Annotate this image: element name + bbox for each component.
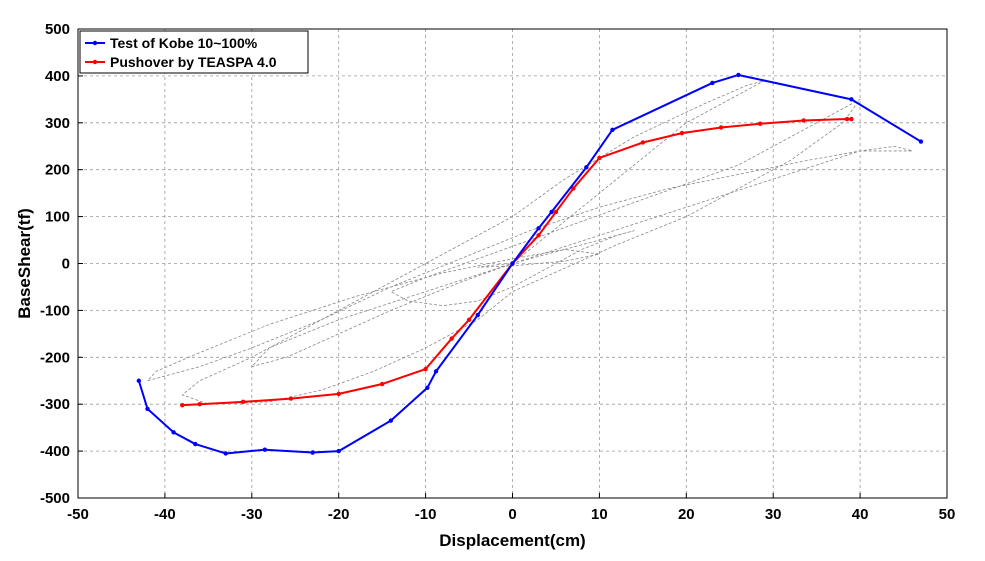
x-tick-label: 40	[852, 506, 869, 523]
data-point	[466, 317, 472, 322]
data-point	[136, 378, 142, 383]
legend-marker-test	[92, 40, 98, 46]
series-layer	[136, 72, 924, 456]
data-point	[449, 336, 454, 341]
data-point	[640, 140, 646, 145]
data-point	[849, 116, 854, 122]
y-tick-label: 0	[62, 256, 70, 273]
legend-marker-pushover	[92, 59, 98, 65]
y-axis-title: BaseShear(tf)	[15, 208, 34, 319]
data-point	[849, 97, 854, 102]
y-tick-label: -200	[40, 349, 70, 366]
data-point	[145, 406, 150, 412]
x-tick-label: 30	[765, 506, 782, 523]
data-point	[571, 186, 576, 191]
data-point	[193, 441, 198, 447]
data-point	[549, 209, 554, 215]
data-point	[918, 139, 924, 144]
series-line-cyclic-response	[147, 80, 913, 405]
data-point	[536, 226, 541, 231]
data-point	[288, 396, 294, 401]
data-point	[171, 430, 176, 435]
data-point	[388, 418, 394, 423]
data-point	[801, 118, 806, 123]
y-tick-label: 100	[45, 209, 70, 226]
data-point	[425, 385, 430, 390]
data-point	[336, 448, 341, 454]
y-tick-label: -500	[40, 490, 70, 507]
x-tick-label: -20	[328, 506, 350, 523]
legend: Test of Kobe 10~100% Pushover by TEASPA …	[79, 30, 309, 74]
data-point	[510, 261, 515, 266]
data-point	[844, 116, 850, 122]
x-tick-label: -40	[154, 506, 176, 523]
x-tick-label: 50	[939, 506, 956, 523]
data-point	[379, 381, 385, 387]
data-point	[610, 127, 615, 133]
x-axis-title: Displacement(cm)	[439, 531, 585, 550]
data-point	[223, 451, 228, 456]
y-tick-label: -400	[40, 443, 70, 460]
x-tick-label: -50	[67, 506, 89, 523]
y-tick-label: 400	[45, 68, 70, 85]
y-tick-label: -100	[40, 302, 70, 319]
data-point	[536, 233, 541, 238]
data-point	[433, 369, 439, 374]
data-point	[310, 450, 315, 455]
data-point	[584, 165, 589, 170]
legend-box	[79, 30, 309, 74]
data-point	[423, 366, 428, 372]
data-point	[553, 209, 559, 215]
x-tick-label: -10	[415, 506, 437, 523]
data-point	[757, 121, 763, 126]
y-tick-label: 500	[45, 21, 70, 38]
data-point	[736, 72, 741, 78]
y-tick-label: 300	[45, 115, 70, 132]
data-point	[597, 155, 602, 161]
data-point	[710, 80, 715, 86]
x-tick-label: 20	[678, 506, 695, 523]
y-tick-label: -300	[40, 396, 70, 413]
x-tick-label: 10	[591, 506, 608, 523]
data-point	[336, 391, 341, 397]
legend-label-test: Test of Kobe 10~100%	[110, 35, 258, 51]
data-point	[718, 125, 724, 130]
tick-labels: -50 -40 -30 -20 -10 0 10 20 30 40 50-500-400-300-2…	[40, 21, 955, 523]
x-tick-label: -30	[241, 506, 263, 523]
y-tick-label: 200	[45, 162, 70, 179]
data-point	[679, 130, 685, 136]
data-point	[240, 399, 246, 405]
data-point	[180, 402, 185, 408]
x-tick-label: 0	[508, 506, 516, 523]
data-point	[262, 447, 268, 452]
data-point	[475, 312, 480, 318]
data-point	[197, 402, 202, 407]
legend-label-pushover: Pushover by TEASPA 4.0	[110, 54, 277, 70]
